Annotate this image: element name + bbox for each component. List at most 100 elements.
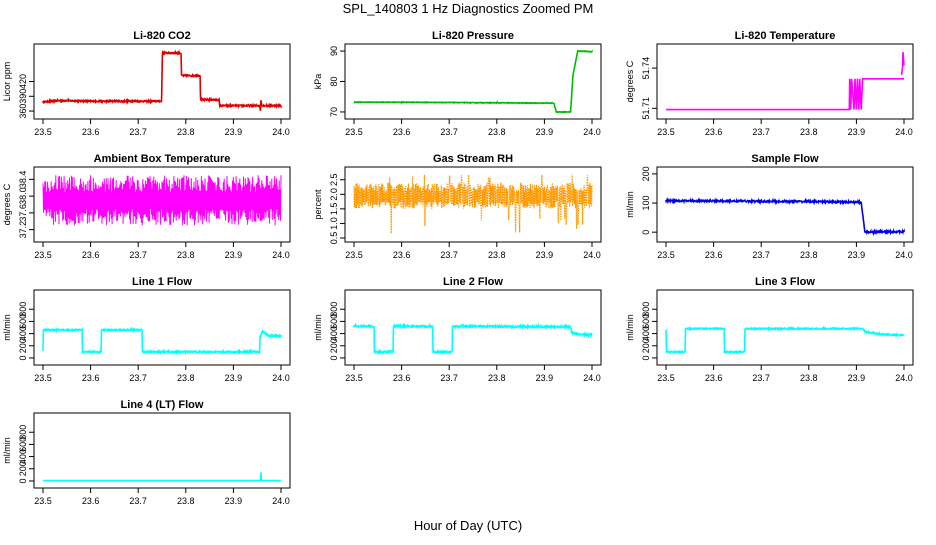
plot-frame [656,43,914,120]
y-tick-label: 200 [18,338,28,353]
x-tick-label: 24.0 [272,373,290,383]
series-line [900,51,905,75]
x-tick-label: 23.7 [440,373,458,383]
y-tick-label: 600 [329,314,339,329]
x-tick-label: 23.6 [82,127,100,137]
x-tick-label: 23.9 [225,250,243,260]
panel-3: Li-820 Temperature 23.5 23.6 23.7 23.8 23.9 24… [625,30,914,137]
panel-10: Line 4 (LT) Flow 23.5 23.6 23.7 23.8 23.9 24.0… [2,399,291,506]
y-tick-label: 0 [641,230,651,235]
x-tick-label: 24.0 [895,373,913,383]
x-tick-label: 23.8 [177,373,195,383]
y-tick-label: 0 [329,355,339,360]
x-tick-label: 23.9 [536,127,554,137]
panel-title: Gas Stream RH [433,153,513,165]
series-group [665,196,905,236]
y-tick-label: 600 [18,437,28,452]
x-tick-label: 23.7 [440,250,458,260]
series-group [666,51,905,111]
x-tick-label: 23.7 [129,127,147,137]
series-line [42,175,282,226]
x-tick-label: 23.6 [393,373,411,383]
x-tick-label: 23.7 [129,250,147,260]
y-axis-label: ml/min [313,314,323,341]
y-tick-label: 400 [641,326,651,341]
series-group [353,49,593,114]
x-tick-label: 23.8 [488,127,506,137]
x-tick-label: 23.5 [657,127,675,137]
series-line [43,472,281,482]
plot-frame [344,166,602,243]
y-tick-label: 200 [329,338,339,353]
panel-2: Li-820 Pressure 23.5 23.6 23.7 23.8 23.9 24.0 7… [313,30,602,137]
series-line [353,174,593,234]
y-tick-label: 0 [18,355,28,360]
y-axis-label: Licor ppm [2,62,12,102]
panel-9: Line 3 Flow 23.5 23.6 23.7 23.8 23.9 24.0 0 2004… [625,276,914,383]
y-tick-label: 1.0 [329,217,339,230]
panel-title: Li-820 CO2 [133,30,190,42]
y-tick-label: 800 [641,302,651,317]
series-line [665,196,905,236]
x-tick-label: 23.6 [705,250,723,260]
y-tick-label: 2.5 [329,173,339,186]
panel-title: Sample Flow [751,153,819,165]
x-tick-label: 23.8 [177,127,195,137]
series-group [43,472,281,482]
y-axis-label: ml/min [2,314,12,341]
x-tick-label: 24.0 [583,250,601,260]
x-tick-label: 23.5 [657,250,675,260]
x-tick-label: 23.8 [800,250,818,260]
y-tick-label: 600 [18,314,28,329]
series-group [353,174,593,234]
y-axis-label: degrees C [625,60,635,102]
y-axis-label: kPa [313,74,323,90]
y-tick-label: 360 [18,104,28,119]
x-tick-label: 24.0 [272,496,290,506]
y-tick-label: 38.0 [18,187,28,205]
y-tick-label: 38.4 [18,171,28,189]
x-tick-label: 23.5 [345,127,363,137]
panel-8: Line 2 Flow 23.5 23.6 23.7 23.8 23.9 24.0 0 2004… [313,276,602,383]
y-tick-label: 400 [18,449,28,464]
panel-title: Line 2 Flow [443,276,503,288]
y-tick-label: 2.0 [329,188,339,201]
plot-frame [33,166,291,243]
x-tick-label: 23.9 [225,496,243,506]
y-tick-label: 400 [18,326,28,341]
panel-title: Li-820 Temperature [735,30,836,42]
y-tick-label: 200 [641,166,651,181]
plot-frame [656,166,914,243]
x-tick-label: 23.6 [705,373,723,383]
series-line [42,49,282,111]
x-tick-label: 23.9 [536,250,554,260]
x-tick-label: 23.9 [848,127,866,137]
y-tick-label: 51.71 [641,97,651,120]
x-tick-label: 23.8 [488,373,506,383]
series-group [353,322,593,356]
series-group [42,49,282,111]
y-tick-label: 800 [329,302,339,317]
panel-1: Li-820 CO2 23.5 23.6 23.7 23.8 23.9 24.0 360390… [2,30,291,137]
y-axis-label: degrees C [2,183,12,225]
figure-title: SPL_140803 1 Hz Diagnostics Zoomed PM [342,1,594,16]
panel-4: Ambient Box Temperature 23.5 23.6 23.7 23.8 2… [2,153,291,260]
y-tick-label: 70 [329,107,339,117]
figure-x-axis-label: Hour of Day (UTC) [413,518,523,533]
panel-6: Sample Flow 23.5 23.6 23.7 23.8 23.9 24.0 0 100 2… [625,153,914,260]
y-tick-label: 0.5 [329,232,339,245]
y-tick-label: 800 [18,302,28,317]
series-line [665,325,905,355]
x-tick-label: 23.7 [752,373,770,383]
x-tick-label: 23.6 [82,496,100,506]
y-tick-label: 37.2 [18,221,28,239]
y-tick-label: 390 [18,89,28,104]
y-axis-label: percent [313,189,323,220]
x-tick-label: 23.6 [393,127,411,137]
x-tick-label: 23.8 [800,127,818,137]
x-tick-label: 23.6 [705,127,723,137]
y-tick-label: 37.6 [18,204,28,222]
y-tick-label: 80 [329,76,339,86]
panel-title: Line 4 (LT) Flow [121,399,204,411]
